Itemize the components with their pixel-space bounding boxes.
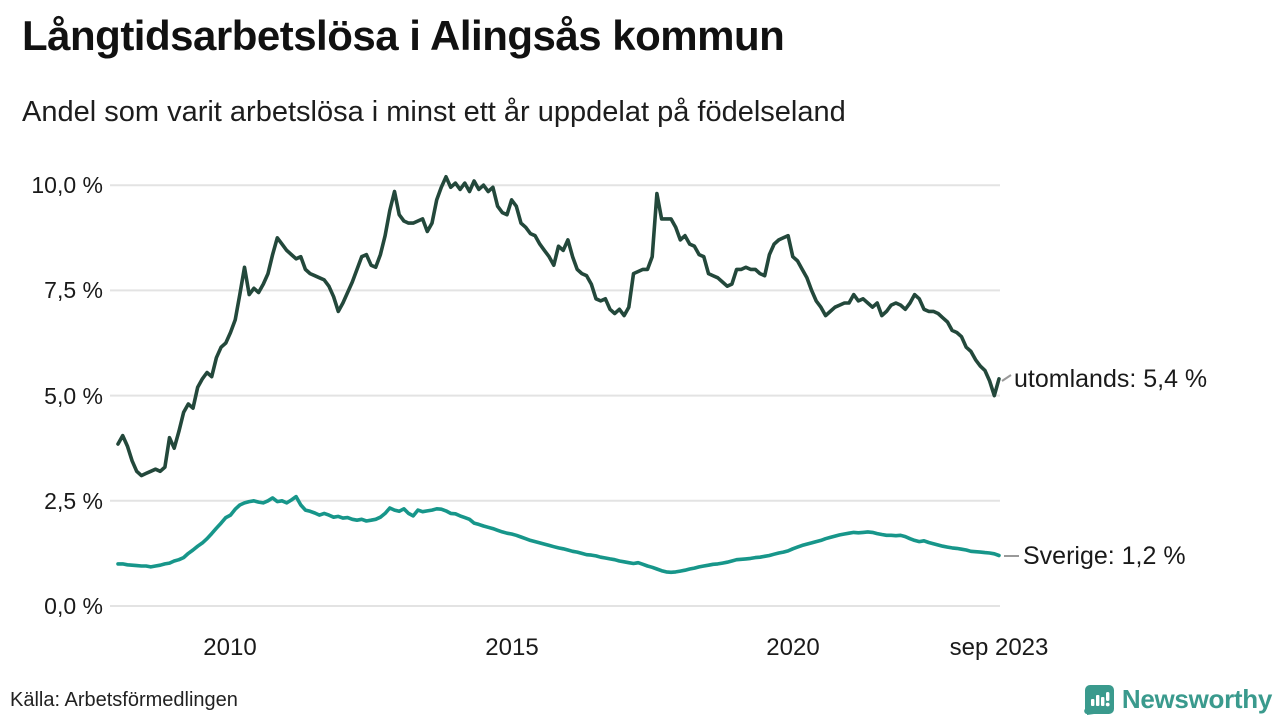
x-tick-label: 2015 [485, 634, 539, 661]
series-label-sverige: Sverige: 1,2 % [1023, 542, 1186, 570]
y-tick-label: 10,0 % [31, 172, 103, 198]
series-line-sverige [116, 494, 1001, 575]
y-tick-label: 2,5 % [44, 488, 103, 514]
label-connector-utomlands [1001, 374, 1012, 382]
newsworthy-logo-text: Newsworthy [1121, 684, 1272, 714]
chart-subtitle: Andel som varit arbetslösa i minst ett å… [22, 96, 846, 128]
y-tick-label: 7,5 % [44, 277, 103, 303]
y-tick-label: 0,0 % [44, 593, 103, 619]
series-line-utomlands [116, 175, 1001, 478]
newsworthy-logo: Newsworthy [1084, 684, 1272, 715]
chart-title: Långtidsarbetslösa i Alingsås kommun [22, 12, 785, 59]
source-note: Källa: Arbetsförmedlingen [10, 689, 238, 711]
x-tick-label: sep 2023 [949, 634, 1049, 661]
newsworthy-logo-icon [1084, 685, 1114, 715]
y-tick-label: 5,0 % [44, 383, 103, 409]
x-tick-label: 2020 [766, 634, 820, 661]
x-tick-label: 2010 [203, 634, 257, 661]
series-lines [116, 175, 1001, 575]
series-label-utomlands: utomlands: 5,4 % [1014, 365, 1208, 393]
gridlines [110, 184, 1000, 607]
